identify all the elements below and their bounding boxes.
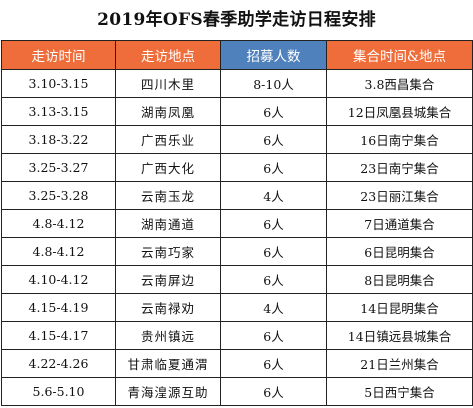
header-row: 走访时间 走访地点 招募人数 集合时间&地点 [1,40,473,70]
meeting-info-cell: 6日昆明集合 [326,237,473,266]
visit-place-cell: 云南禄劝 [115,293,221,322]
recruit-count-cell: 6人 [220,153,327,182]
visit-time-cell: 4.15-4.17 [1,321,116,350]
meeting-info-cell: 23日丽江集合 [326,181,473,210]
header-recruit-count: 招募人数 [220,40,327,70]
table-row: 3.18-3.22 广西乐业 6人 16日南宁集合 [1,125,473,154]
table-row: 4.15-4.19 云南禄劝 4人 14日昆明集合 [1,293,473,322]
header-visit-time: 走访时间 [1,40,116,70]
recruit-count-cell: 8-10人 [220,69,327,98]
recruit-count-cell: 4人 [220,181,327,210]
visit-time-cell: 5.6-5.10 [1,377,116,406]
recruit-count-cell: 6人 [220,97,327,126]
visit-place-cell: 广西大化 [115,153,221,182]
table-row: 4.8-4.12 云南巧家 6人 6日昆明集合 [1,237,473,266]
table-row: 3.25-3.27 广西大化 6人 23日南宁集合 [1,153,473,182]
recruit-count-cell: 6人 [220,237,327,266]
meeting-info-cell: 14日镇远县城集合 [326,321,473,350]
table-row: 3.13-3.15 湖南凤凰 6人 12日凤凰县城集合 [1,97,473,126]
recruit-count-cell: 6人 [220,321,327,350]
table-row: 3.10-3.15 四川木里 8-10人 3.8西昌集合 [1,69,473,98]
meeting-info-cell: 3.8西昌集合 [326,69,473,98]
table-row: 4.8-4.12 湖南通道 6人 7日通道集合 [1,209,473,238]
recruit-count-cell: 6人 [220,125,327,154]
visit-place-cell: 湖南通道 [115,209,221,238]
visit-time-cell: 3.10-3.15 [1,69,116,98]
header-visit-place: 走访地点 [115,40,221,70]
table-row: 4.22-4.26 甘肃临夏通渭 6人 21日兰州集合 [1,349,473,378]
visit-time-cell: 3.13-3.15 [1,97,116,126]
recruit-count-cell: 6人 [220,265,327,294]
visit-time-cell: 4.10-4.12 [1,265,116,294]
meeting-info-cell: 21日兰州集合 [326,349,473,378]
visit-time-cell: 4.8-4.12 [1,209,116,238]
recruit-count-cell: 6人 [220,349,327,378]
meeting-info-cell: 23日南宁集合 [326,153,473,182]
schedule-table: 走访时间 走访地点 招募人数 集合时间&地点 3.10-3.15 四川木里 8-… [1,40,473,406]
visit-place-cell: 青海湟源互助 [115,377,221,406]
visit-time-cell: 3.25-3.28 [1,181,116,210]
meeting-info-cell: 12日凤凰县城集合 [326,97,473,126]
visit-place-cell: 广西乐业 [115,125,221,154]
visit-place-cell: 云南巧家 [115,237,221,266]
table-row: 5.6-5.10 青海湟源互助 6人 5日西宁集合 [1,377,473,406]
visit-place-cell: 贵州镇远 [115,321,221,350]
visit-time-cell: 4.8-4.12 [1,237,116,266]
recruit-count-cell: 4人 [220,293,327,322]
visit-time-cell: 3.18-3.22 [1,125,116,154]
meeting-info-cell: 14日昆明集合 [326,293,473,322]
visit-time-cell: 4.22-4.26 [1,349,116,378]
table-row: 4.15-4.17 贵州镇远 6人 14日镇远县城集合 [1,321,473,350]
visit-place-cell: 四川木里 [115,69,221,98]
table-row: 4.10-4.12 云南屏边 6人 8日昆明集合 [1,265,473,294]
meeting-info-cell: 7日通道集合 [326,209,473,238]
visit-time-cell: 3.25-3.27 [1,153,116,182]
recruit-count-cell: 6人 [220,377,327,406]
table-row: 3.25-3.28 云南玉龙 4人 23日丽江集合 [1,181,473,210]
meeting-info-cell: 5日西宁集合 [326,377,473,406]
meeting-info-cell: 8日昆明集合 [326,265,473,294]
recruit-count-cell: 6人 [220,209,327,238]
visit-place-cell: 云南屏边 [115,265,221,294]
page-title: 2019年OFS春季助学走访日程安排 [97,10,376,30]
header-meeting-info: 集合时间&地点 [326,40,473,70]
meeting-info-cell: 16日南宁集合 [326,125,473,154]
visit-time-cell: 4.15-4.19 [1,293,116,322]
visit-place-cell: 云南玉龙 [115,181,221,210]
visit-place-cell: 甘肃临夏通渭 [115,349,221,378]
visit-place-cell: 湖南凤凰 [115,97,221,126]
